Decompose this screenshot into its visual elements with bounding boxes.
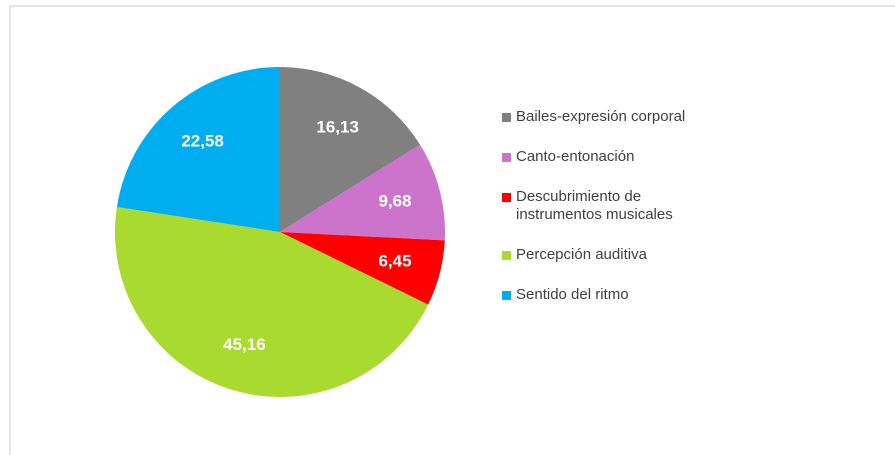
- legend-item: Descubrimiento de instrumentos musicales: [502, 188, 732, 224]
- pie-slice: [280, 232, 445, 305]
- legend-label: Bailes-expresión corporal: [516, 108, 686, 125]
- legend-item: Percepción auditiva: [502, 246, 732, 264]
- legend-swatch: [502, 251, 511, 260]
- legend-label: Canto-entonación: [516, 148, 635, 165]
- legend-item: Sentido del ritmo: [502, 286, 732, 304]
- legend-label: Percepción auditiva: [516, 246, 647, 263]
- legend-item: Bailes-expresión corporal: [502, 108, 732, 126]
- pie-slice: [280, 67, 421, 232]
- legend-label: Sentido del ritmo: [516, 286, 629, 303]
- legend-label: Descubrimiento de instrumentos musicales: [516, 188, 673, 223]
- legend-swatch: [502, 193, 511, 202]
- legend-swatch: [502, 291, 511, 300]
- data-label: 6,45: [378, 251, 411, 270]
- pie-slice: [116, 67, 280, 232]
- legend-swatch: [502, 153, 511, 162]
- data-label: 22,58: [181, 131, 224, 150]
- legend-item: Canto-entonación: [502, 148, 732, 166]
- data-label: 16,13: [316, 118, 359, 137]
- legend: Bailes-expresión corporal Canto-entonació…: [502, 108, 732, 326]
- data-label: 9,68: [378, 192, 411, 211]
- pie-slice: [280, 144, 445, 241]
- pie-slice: [115, 207, 429, 397]
- frame: [9, 5, 895, 455]
- data-label: 45,16: [223, 335, 266, 354]
- legend-swatch: [502, 113, 511, 122]
